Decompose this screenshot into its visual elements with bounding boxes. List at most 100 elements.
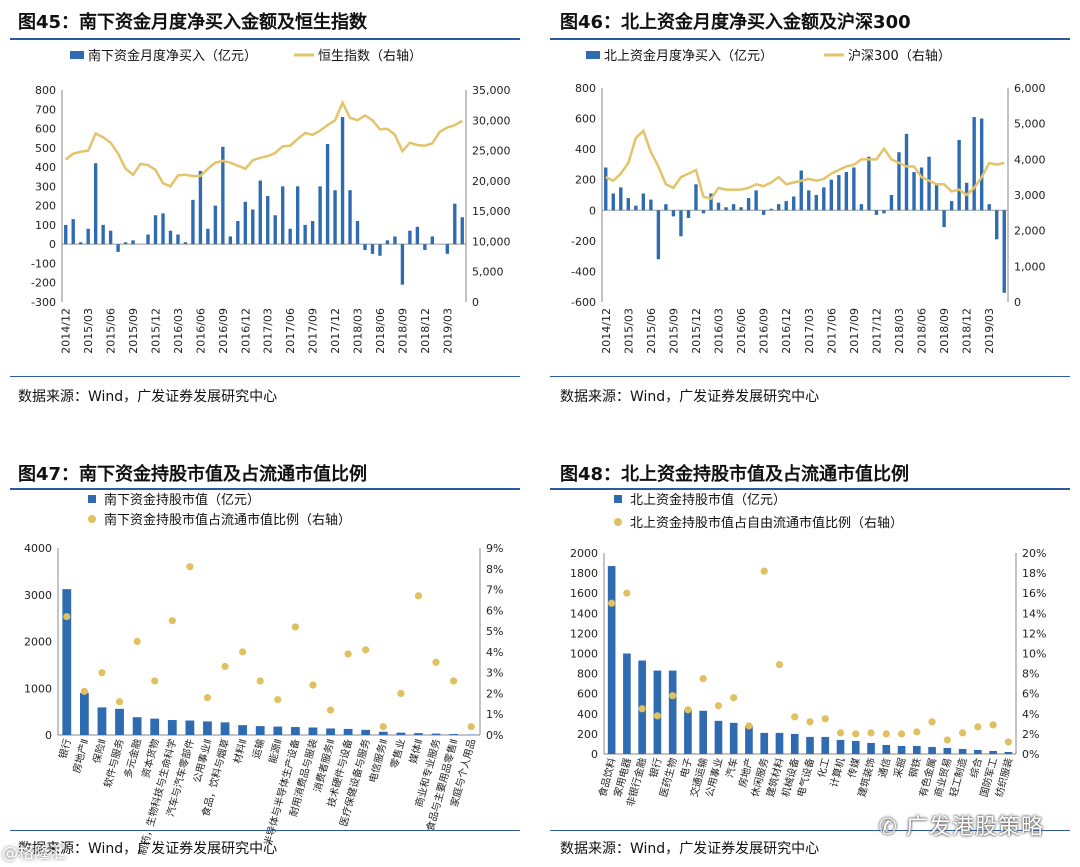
bar xyxy=(701,210,706,214)
x-category-label: 化工 xyxy=(814,756,832,779)
y-tick-label: -200 xyxy=(31,277,56,290)
bar xyxy=(851,740,860,754)
bar xyxy=(266,196,270,245)
x-tick-label: 2015/03 xyxy=(82,308,95,354)
bar xyxy=(363,244,367,250)
x-category-label: 运输 xyxy=(249,737,267,760)
legend-bar-label: 南下资金月度净买入（亿元） xyxy=(88,48,257,64)
bar xyxy=(97,707,107,735)
bar xyxy=(131,240,135,245)
ratio-dot xyxy=(852,730,860,738)
ratio-dot xyxy=(867,729,875,737)
x-tick-label: 2015/03 xyxy=(622,308,635,354)
bar xyxy=(116,244,120,252)
bar xyxy=(258,180,262,245)
ratio-dot xyxy=(186,563,194,571)
panel-fig46: 图46：北上资金月度净买入金额及沪深300 北上资金月度净买入（亿元） 沪深300… xyxy=(540,0,1080,420)
ratio-dot xyxy=(775,660,784,669)
bar xyxy=(415,226,420,245)
bar xyxy=(396,732,406,735)
ratio-dot xyxy=(256,677,264,685)
x-category-label: 媒体Ⅱ xyxy=(407,738,425,765)
x-tick-label: 2015/12 xyxy=(150,308,163,354)
y2-tick-label: 2% xyxy=(486,687,503,700)
ratio-dot xyxy=(836,729,845,737)
bar xyxy=(115,708,124,735)
ratio-dot xyxy=(638,705,646,713)
bar xyxy=(414,733,423,735)
x-tick-label: 2016/12 xyxy=(239,308,252,354)
bar xyxy=(325,143,330,245)
bar xyxy=(393,236,397,245)
y-tick-label: 0 xyxy=(589,204,596,217)
chart-fig48: 北上资金持股市值（亿元） 北上资金持股市值占自由流通市值比例（右轴） 0 200 400… xyxy=(570,492,1046,808)
x-tick-label: 2018/09 xyxy=(396,308,409,354)
x-tick-label: 2017/12 xyxy=(329,308,342,354)
source-rule xyxy=(10,376,520,377)
bar xyxy=(649,199,653,211)
bar xyxy=(326,728,335,735)
bar xyxy=(882,744,891,754)
bar xyxy=(303,224,307,245)
y2-tick-label: 6,000 xyxy=(1014,82,1046,95)
x-tick-label: 2015/06 xyxy=(105,308,118,354)
bar xyxy=(343,728,353,735)
bar xyxy=(288,228,292,245)
bar xyxy=(897,745,906,754)
x-tick-label: 2016/06 xyxy=(194,308,207,354)
bar xyxy=(445,244,449,254)
y-tick-label: 0 xyxy=(45,729,52,742)
ratio-dot xyxy=(203,694,212,702)
y-tick-label: 1400 xyxy=(570,607,598,620)
y2-tick-label: 8% xyxy=(1022,668,1039,681)
ratio-dot xyxy=(133,637,141,646)
bar xyxy=(836,739,845,754)
ratio-dot xyxy=(913,728,921,736)
bar xyxy=(859,204,864,211)
chart-title: 图46：北上资金月度净买入金额及沪深300 xyxy=(560,12,911,33)
y-tick-label: 800 xyxy=(575,82,596,95)
ratio-dot xyxy=(882,730,890,738)
bar xyxy=(626,198,631,211)
bar xyxy=(333,190,337,245)
y2-tick-label: 20,000 xyxy=(472,175,511,188)
bar xyxy=(882,210,886,214)
legend-bar-label: 南下资金持股市值（亿元） xyxy=(104,492,260,508)
bar xyxy=(904,133,909,211)
ratio-dot xyxy=(326,706,335,714)
ratio-dot xyxy=(623,589,631,597)
bar xyxy=(340,116,345,245)
x-tick-label: 2016/12 xyxy=(780,308,793,354)
ratio-dot xyxy=(669,692,677,700)
panel-fig45: 图45：南下资金月度净买入金额及恒生指数 南下资金月度净买入（亿元） 恒生指数（右… xyxy=(0,0,530,420)
bar xyxy=(238,725,248,735)
bar xyxy=(874,210,879,215)
bar xyxy=(889,195,894,211)
ratio-dot xyxy=(414,592,423,600)
y-tick-label: 2000 xyxy=(24,636,52,649)
bar xyxy=(167,720,177,735)
bar xyxy=(400,244,405,285)
x-category-label: 汽车 xyxy=(723,756,741,779)
y-tick-label: 1200 xyxy=(570,627,598,640)
y-tick-label: 200 xyxy=(575,174,596,187)
y-tick-label: 3000 xyxy=(24,589,52,602)
ratio-dot xyxy=(274,696,282,704)
x-tick-label: 2018/03 xyxy=(352,308,365,354)
bar xyxy=(64,224,68,245)
title-rule xyxy=(10,38,520,40)
source-rule xyxy=(550,830,1070,831)
y-tick-label: 1800 xyxy=(570,567,598,580)
ratio-dot xyxy=(1004,738,1012,746)
bar xyxy=(449,734,459,735)
bar xyxy=(716,202,721,211)
y-tick-label: 700 xyxy=(35,103,56,116)
y2-tick-label: 0% xyxy=(486,729,503,742)
bar xyxy=(150,718,160,735)
index-line xyxy=(64,99,463,188)
source-note: 数据来源：Wind，广发证券发展研究中心 xyxy=(18,841,278,857)
y-tick-label: 200 xyxy=(35,200,56,213)
bar xyxy=(71,219,75,245)
x-tick-label: 2017/06 xyxy=(284,308,297,354)
ratio-dot xyxy=(760,567,768,575)
